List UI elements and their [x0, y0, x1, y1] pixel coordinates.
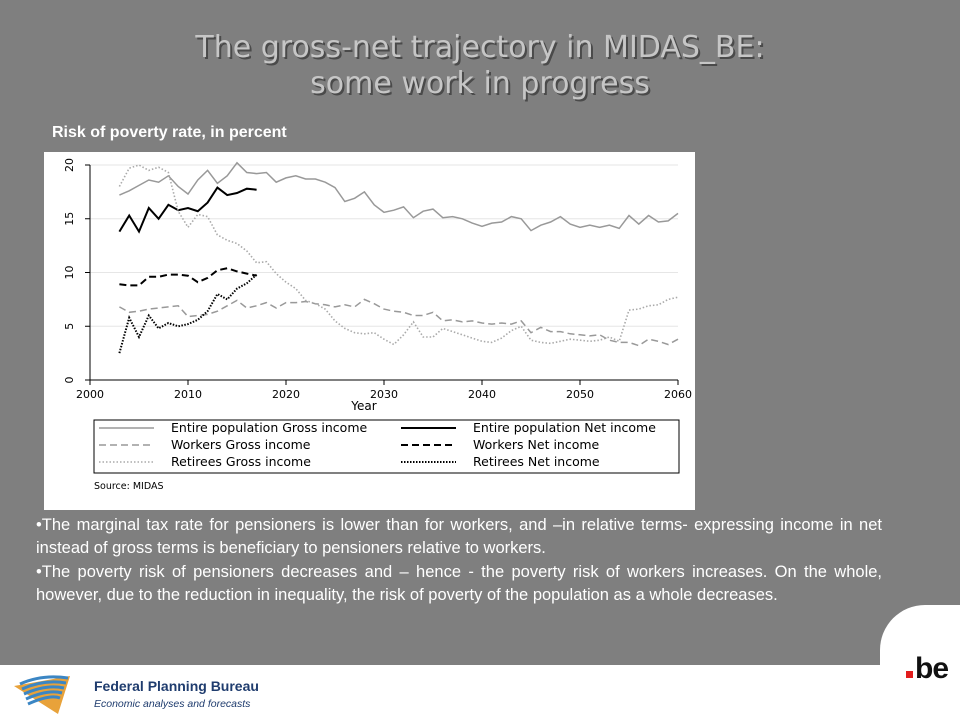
x-tick-label: 2010 — [174, 388, 202, 401]
y-tick-label: 20 — [63, 158, 76, 172]
legend-box — [93, 419, 680, 474]
series-line-4 — [119, 267, 257, 287]
x-tick-label: 2050 — [566, 388, 594, 401]
y-tick-label: 10 — [63, 266, 76, 280]
be-logo: be — [906, 652, 949, 686]
series-line-3 — [119, 298, 679, 347]
slide: The gross-net trajectory in MIDAS_BE: so… — [36, 30, 900, 608]
be-logo-dot-icon — [906, 671, 913, 678]
chart-panel: 0 5 10 15 20 2000 2010 2020 2030 2040 2050 2060 Year… — [44, 152, 695, 510]
slide-title: The gross-net trajectory in MIDAS_BE: so… — [60, 30, 900, 102]
chart-subtitle: Risk of poverty rate, in percent — [52, 124, 287, 141]
y-tick-label: 0 — [63, 377, 76, 384]
y-tick-label: 15 — [63, 212, 76, 226]
series-line-5 — [118, 164, 679, 346]
chart-source-note: Source: MIDAS — [94, 481, 164, 492]
y-tick-label: 5 — [63, 323, 76, 330]
x-tick-label: 2020 — [272, 388, 300, 401]
x-tick-label: 2030 — [370, 388, 398, 401]
title-line-2: some work in progress — [310, 66, 650, 101]
footer-bar: Federal Planning Bureau Economic analyse… — [0, 665, 960, 720]
poverty-rate-chart: 0 5 10 15 20 2000 2010 2020 2030 2040 2050 2060 Year… — [63, 158, 692, 492]
legend-label-1: Entire population Gross income — [171, 420, 368, 435]
title-line-1: The gross-net trajectory in MIDAS_BE: — [195, 30, 765, 65]
be-logo-text: be — [915, 652, 949, 685]
fpb-logo-icon — [14, 675, 70, 714]
series-line-2 — [118, 186, 257, 234]
x-tick-label: 2000 — [76, 388, 104, 401]
legend-label-5: Retirees Gross income — [171, 454, 311, 469]
legend-label-3: Workers Gross income — [171, 437, 311, 452]
series-line-1 — [119, 161, 679, 232]
x-tick-label: 2060 — [664, 388, 692, 401]
x-axis-label: Year — [350, 399, 376, 413]
org-name: Federal Planning Bureau — [94, 678, 259, 694]
series-line-6 — [118, 273, 258, 354]
org-tagline: Economic analyses and forecasts — [94, 698, 251, 710]
bullet-list: •The marginal tax rate for pensioners is… — [36, 514, 882, 608]
bullet-item-poverty-risk: •The poverty risk of pensioners decrease… — [36, 563, 882, 604]
x-tick-label: 2040 — [468, 388, 496, 401]
legend-label-2: Entire population Net income — [473, 420, 656, 435]
legend-label-4: Workers Net income — [473, 437, 600, 452]
bullet-item-tax-rate: •The marginal tax rate for pensioners is… — [36, 516, 882, 557]
legend-label-6: Retirees Net income — [473, 454, 600, 469]
